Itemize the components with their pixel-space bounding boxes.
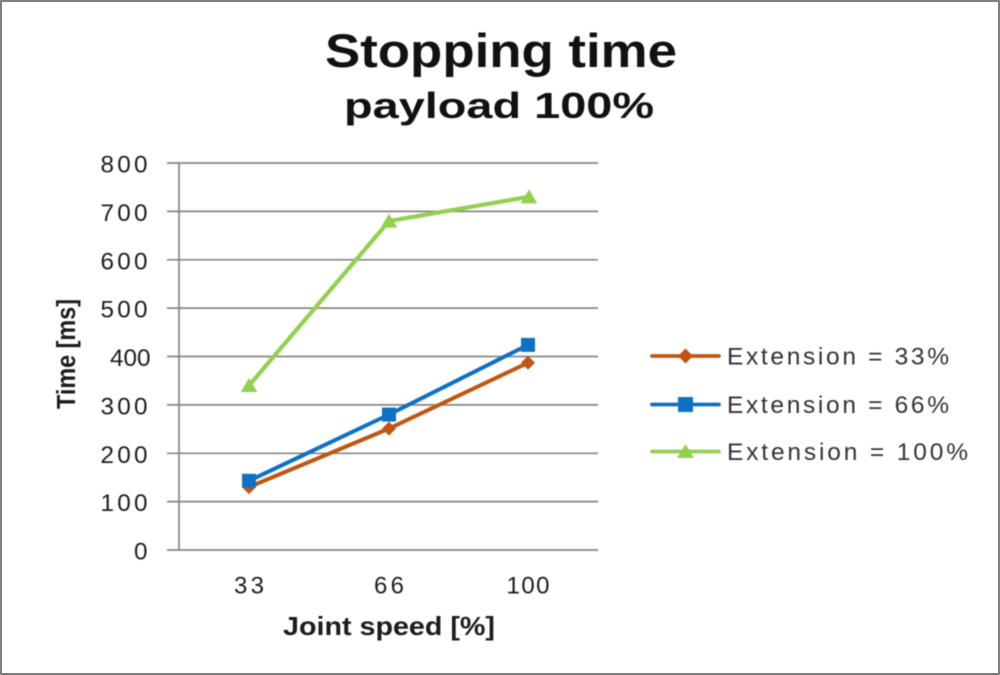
svg-text:800: 800: [101, 152, 148, 179]
svg-text:500: 500: [101, 297, 148, 324]
svg-text:100: 100: [507, 573, 550, 600]
svg-text:Stopping time: Stopping time: [325, 25, 677, 78]
svg-text:300: 300: [101, 393, 148, 420]
svg-text:Time [ms]: Time [ms]: [53, 299, 81, 409]
svg-text:400: 400: [110, 345, 151, 372]
svg-text:200: 200: [101, 442, 148, 469]
svg-text:600: 600: [101, 248, 148, 275]
svg-text:Extension = 33%: Extension = 33%: [727, 344, 949, 371]
svg-text:Extension = 100%: Extension = 100%: [727, 439, 968, 466]
svg-text:33: 33: [234, 573, 264, 600]
svg-text:Extension = 66%: Extension = 66%: [727, 392, 949, 419]
svg-text:0: 0: [134, 539, 148, 566]
svg-text:Joint speed [%]: Joint speed [%]: [283, 611, 495, 641]
svg-text:100: 100: [101, 490, 148, 517]
svg-text:66: 66: [374, 573, 404, 600]
svg-text:payload 100%: payload 100%: [344, 85, 654, 126]
svg-text:700: 700: [101, 200, 148, 227]
